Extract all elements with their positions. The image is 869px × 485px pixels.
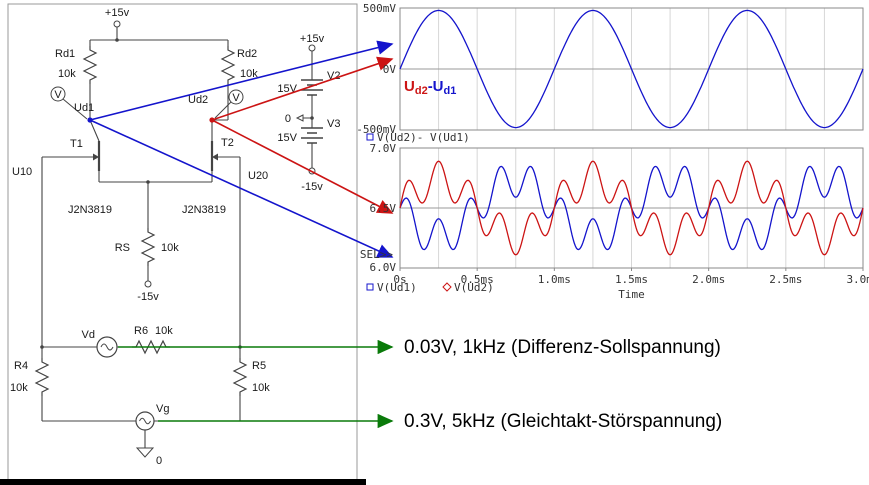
r4-value-label: 10k xyxy=(10,382,28,394)
source-vd-icon xyxy=(96,336,118,358)
x-tick-label: 2.0ms xyxy=(692,273,725,286)
common-source-annotation: 0.3V, 5kHz (Gleichtakt-Störspannung) xyxy=(404,411,722,432)
annotation-arrows xyxy=(89,40,394,429)
ud2-label: Ud2 xyxy=(188,94,208,106)
vminus-bottom-label: -15v xyxy=(301,181,323,193)
probe1-lead xyxy=(62,98,88,120)
resistor-r5 xyxy=(232,358,248,396)
y-tick-label: 0V xyxy=(383,63,397,76)
ground-icon xyxy=(135,447,155,458)
legend-marker-square-icon xyxy=(366,133,374,141)
arrow-ud2-to-bottom-plot xyxy=(211,119,394,214)
rd1-name-label: Rd1 xyxy=(55,48,75,60)
x-tick-label: 3.0ms xyxy=(846,273,869,286)
y-tick-label: 6.5V xyxy=(370,202,397,215)
junction-dot xyxy=(115,38,119,42)
sel-label: SEL>> xyxy=(360,248,393,261)
resistor-rs xyxy=(140,228,156,266)
y-tick-label: -500mV xyxy=(356,123,396,136)
r5-name-label: R5 xyxy=(252,360,266,372)
r6-name-label: R6 xyxy=(134,325,148,337)
probe2-lead xyxy=(214,101,232,119)
resistor-rd1 xyxy=(82,46,98,84)
v2-value-label: 15V xyxy=(277,83,297,95)
t2-label: T2 xyxy=(221,137,234,149)
node-vplus-top xyxy=(113,20,121,28)
y-tick-label: 6.0V xyxy=(370,261,397,274)
junction-dot xyxy=(310,116,314,120)
r6-value-label: 10k xyxy=(155,325,173,337)
circuit-schematic: +15v Rd1 10k Rd2 10k V V Ud1 Ud2 T1 T2 U… xyxy=(0,3,366,485)
source-vd-sine xyxy=(100,343,114,351)
t1-model-label: J2N3819 xyxy=(68,204,112,216)
v3-value-label: 15V xyxy=(277,132,297,144)
jfet-t1-gate-arrow xyxy=(93,153,99,161)
node-rs-vminus xyxy=(144,280,152,288)
circuit-wires xyxy=(41,27,313,448)
u20-label: U20 xyxy=(248,170,268,182)
diff-source-annotation: 0.03V, 1kHz (Differenz-Sollspannung) xyxy=(404,337,721,358)
ground-zero-label: 0 xyxy=(156,455,162,467)
battery-v2-plates xyxy=(301,79,323,96)
x-axis-label: Time xyxy=(618,288,645,301)
t1-label: T1 xyxy=(70,138,83,150)
waveform-v-ud2-v-ud1- xyxy=(399,9,864,129)
arrow-ud1-to-top-plot xyxy=(89,40,394,121)
jfet-t2-gate-arrow xyxy=(212,153,218,161)
probe1-letter: V xyxy=(54,89,62,101)
r5-value-label: 10k xyxy=(252,382,270,394)
source-vg-icon xyxy=(135,411,155,431)
x-tick-label: 1.0ms xyxy=(538,273,571,286)
rs-value-label: 10k xyxy=(161,242,179,254)
bottom-black-bar xyxy=(0,479,366,485)
probe2-letter: V xyxy=(232,92,240,104)
voltmeter-probe2-icon xyxy=(228,89,244,105)
arrow-ud1-to-bottom-plot xyxy=(89,119,394,258)
vplus-top-label: +15v xyxy=(105,7,130,19)
battery-v3-plates xyxy=(301,127,323,144)
x-tick-label: 0s xyxy=(393,273,406,286)
node-v2-top xyxy=(308,44,316,52)
waveform-v-ud2- xyxy=(399,160,864,256)
rd2-name-label: Rd2 xyxy=(237,48,257,60)
v3-name-label: V3 xyxy=(327,118,340,130)
v3-zero-ref-arrow xyxy=(295,114,304,122)
rd1-value-label: 10k xyxy=(58,68,76,80)
source-vg-sine xyxy=(139,417,151,425)
vg-label: Vg xyxy=(156,403,169,415)
t2-model-label: J2N3819 xyxy=(182,204,226,216)
legend-label: V(Ud1) xyxy=(377,281,417,294)
y-tick-label: 7.0V xyxy=(370,142,397,155)
arrow-ud2-to-top-plot xyxy=(211,56,394,121)
junction-dot xyxy=(146,180,150,184)
legend-marker-diamond-icon xyxy=(442,282,452,292)
inline-diff-label: Ud2-Ud1 xyxy=(404,78,456,97)
resistor-r6 xyxy=(132,339,170,355)
vd-label: Vd xyxy=(82,329,95,341)
u10-label: U10 xyxy=(12,166,32,178)
r4-name-label: R4 xyxy=(14,360,28,372)
resistor-rd2 xyxy=(220,46,236,84)
x-tick-label: 1.5ms xyxy=(615,273,648,286)
voltmeter-probe1-icon xyxy=(50,86,66,102)
v2-top-label: +15v xyxy=(300,33,325,45)
y-tick-label: 500mV xyxy=(363,2,396,15)
v3-ref-label: 0 xyxy=(285,113,291,125)
legend-label: V(Ud2) xyxy=(454,281,494,294)
rs-vminus-label: -15v xyxy=(137,291,159,303)
v2-name-label: V2 xyxy=(327,70,340,82)
x-tick-label: 0.5ms xyxy=(461,273,494,286)
legend-marker-square-icon xyxy=(366,283,374,291)
junction-dot xyxy=(40,345,44,349)
rd2-value-label: 10k xyxy=(240,68,258,80)
x-tick-label: 2.5ms xyxy=(769,273,802,286)
legend-label: V(Ud2)- V(Ud1) xyxy=(377,131,470,144)
rs-name-label: RS xyxy=(115,242,130,254)
resistor-r4 xyxy=(34,358,50,396)
ud1-label: Ud1 xyxy=(74,102,94,114)
